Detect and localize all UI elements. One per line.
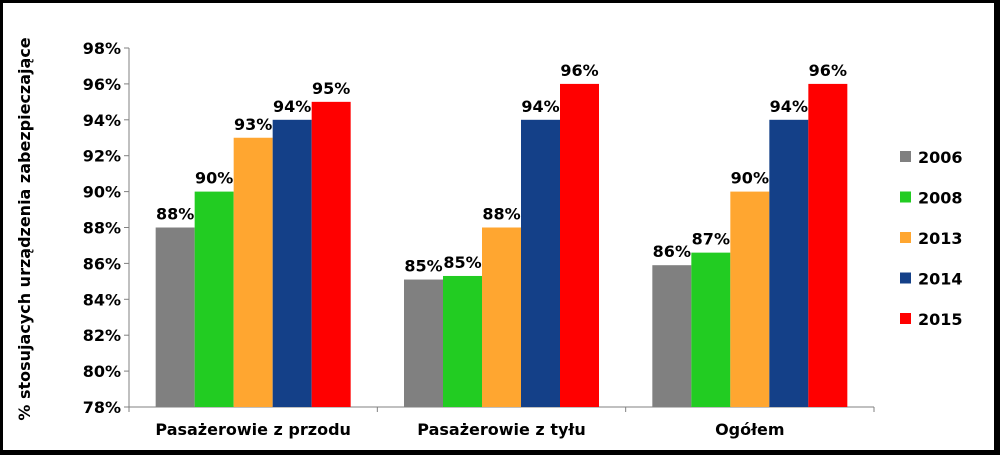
legend-swatch-2015 xyxy=(900,313,911,324)
legend-swatch-2013 xyxy=(900,232,911,243)
bar-chart: % stosujacych urządzenia zabezpieczające… xyxy=(15,37,963,439)
bar-2008 xyxy=(691,252,731,407)
bar-2013 xyxy=(233,137,273,407)
data-label: 88% xyxy=(482,205,520,224)
bar-2008 xyxy=(194,191,234,407)
legend-label: 2014 xyxy=(918,270,963,289)
y-tick-label: 82% xyxy=(83,326,121,345)
bar-2013 xyxy=(730,191,770,407)
y-tick-label: 90% xyxy=(83,183,121,202)
data-label: 90% xyxy=(731,169,769,188)
bar-2015 xyxy=(808,83,848,408)
data-label: 93% xyxy=(234,115,272,134)
x-tick-label: Pasażerowie z przodu xyxy=(155,420,351,439)
data-label: 96% xyxy=(809,61,847,80)
data-label: 85% xyxy=(443,253,481,272)
y-axis: 78% 80% 82% 84% 86% 88% 90% 92% 94% 96% 98% xyxy=(83,39,130,417)
bar-2015 xyxy=(560,83,599,408)
bar-2014 xyxy=(769,119,809,408)
data-label: 94% xyxy=(521,97,559,116)
data-label: 85% xyxy=(404,257,442,276)
y-tick-label: 84% xyxy=(83,290,121,309)
y-tick-label: 78% xyxy=(83,398,121,417)
legend-swatch-2014 xyxy=(900,272,911,284)
y-tick-label: 98% xyxy=(83,39,121,58)
chart-frame: % stosujacych urządzenia zabezpieczające… xyxy=(3,3,994,450)
legend-label: 2013 xyxy=(918,229,963,248)
y-axis-title: % stosujacych urządzenia zabezpieczające xyxy=(15,37,34,420)
bars-group xyxy=(155,83,848,408)
legend: 2006 2008 2013 2014 2015 xyxy=(900,148,963,329)
legend-swatch-2006 xyxy=(900,151,911,162)
legend-label: 2015 xyxy=(918,310,963,329)
x-tick-label: Pasażerowie z tyłu xyxy=(417,420,585,439)
y-tick-label: 88% xyxy=(83,219,121,238)
y-tick-label: 86% xyxy=(83,254,121,273)
bar-2006 xyxy=(155,227,195,407)
y-tick-label: 94% xyxy=(83,111,121,130)
data-labels-group: 88%90%93%94%95%85% 85%88%94%96%86%87%90%9… xyxy=(156,61,847,276)
x-axis: Pasażerowie z przodu Pasażerowie z tyłu Og… xyxy=(128,406,875,439)
data-label: 94% xyxy=(273,97,311,116)
y-tick-label: 92% xyxy=(83,147,121,166)
bar-2013 xyxy=(482,227,521,407)
data-label: 94% xyxy=(770,97,808,116)
data-label: 95% xyxy=(312,79,350,98)
bar-2006 xyxy=(652,265,692,407)
data-label: 90% xyxy=(195,169,233,188)
bar-2014 xyxy=(521,119,560,408)
legend-label: 2008 xyxy=(918,189,963,208)
y-axis-title-group: % stosujacych urządzenia zabezpieczające xyxy=(15,37,34,420)
bar-2008 xyxy=(443,275,482,407)
bar-2014 xyxy=(272,119,312,408)
data-label: 86% xyxy=(653,242,691,261)
legend-label: 2006 xyxy=(918,148,963,167)
data-label: 88% xyxy=(156,205,194,224)
data-label: 96% xyxy=(560,61,598,80)
bar-2006 xyxy=(404,279,443,407)
y-tick-label: 96% xyxy=(83,75,121,94)
x-tick-label: Ogółem xyxy=(715,420,785,439)
legend-swatch-2008 xyxy=(900,191,911,203)
bar-2015 xyxy=(311,101,351,407)
data-label: 87% xyxy=(692,230,730,249)
y-tick-label: 80% xyxy=(83,362,121,381)
